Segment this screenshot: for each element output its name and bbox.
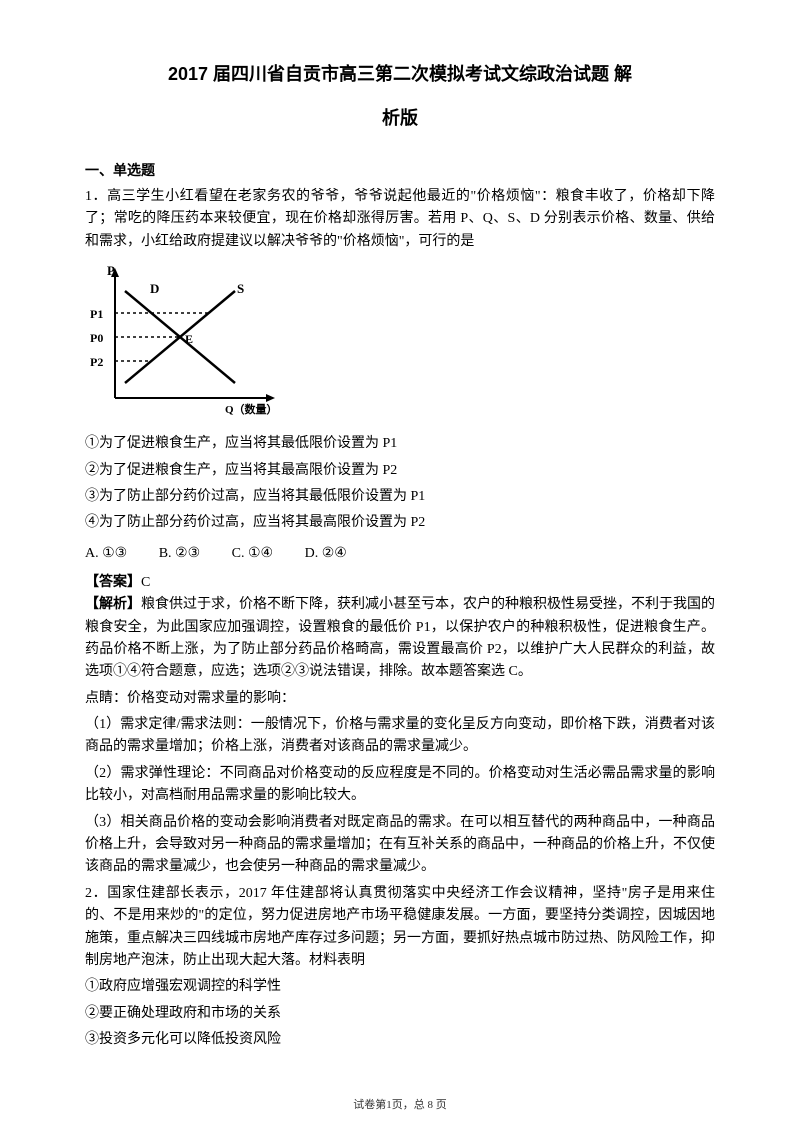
tip2: （2）需求弹性理论：不同商品对价格变动的反应程度是不同的。价格变动对生活必需品需…: [85, 763, 715, 808]
supply-demand-chart: P D S P1 P0 P2 E Q（数量）: [85, 263, 715, 423]
chart-p1-label: P1: [90, 307, 103, 321]
chart-s-label: S: [237, 281, 244, 296]
answer-label: 【答案】: [85, 575, 141, 590]
q1-opt4: ④为了防止部分药价过高，应当将其最高限价设置为 P2: [85, 512, 715, 534]
q1-opt1: ①为了促进粮食生产，应当将其最低限价设置为 P1: [85, 433, 715, 455]
tip1: （1）需求定律/需求法则：一般情况下，价格与需求量的变化呈反方向变动，即价格下跌…: [85, 714, 715, 759]
q1-choices: A. ①③ B. ②③ C. ①④ D. ②④: [85, 545, 715, 562]
chart-p2-label: P2: [90, 355, 103, 369]
choice-d: D. ②④: [305, 546, 347, 561]
q1-opt2: ②为了促进粮食生产，应当将其最高限价设置为 P2: [85, 460, 715, 482]
q1-number: 1．: [85, 189, 107, 204]
choice-b: B. ②③: [159, 546, 200, 561]
chart-p-label: P: [107, 263, 115, 278]
chart-d-label: D: [150, 281, 159, 296]
answer-value: C: [141, 575, 150, 590]
q1-text: 1．高三学生小红看望在老家务农的爷爷，爷爷说起他最近的"价格烦恼"：粮食丰收了，…: [85, 186, 715, 253]
q2-opt1: ①政府应增强宏观调控的科学性: [85, 976, 715, 998]
title-line1: 2017 届四川省自贡市高三第二次模拟考试文综政治试题 解: [85, 60, 715, 86]
q2-opt2: ②要正确处理政府和市场的关系: [85, 1003, 715, 1025]
chart-p0-label: P0: [90, 331, 103, 345]
q2-opt3: ③投资多元化可以降低投资风险: [85, 1029, 715, 1051]
chart-e-label: E: [185, 332, 193, 346]
choice-c: C. ①④: [232, 546, 273, 561]
q2-number: 2．: [85, 886, 107, 901]
q2-text: 2．国家住建部长表示，2017 年住建部将认真贯彻落实中央经济工作会议精神，坚持…: [85, 883, 715, 973]
q1-body: 高三学生小红看望在老家务农的爷爷，爷爷说起他最近的"价格烦恼"：粮食丰收了，价格…: [85, 189, 715, 249]
chart-q-label: Q（数量）: [225, 402, 278, 416]
q1-opt3: ③为了防止部分药价过高，应当将其最低限价设置为 P1: [85, 486, 715, 508]
title-line2: 析版: [85, 104, 715, 130]
answer-block: 【答案】C 【解析】粮食供过于求，价格不断下降，获利减小甚至亏本，农户的种粮积极…: [85, 572, 715, 879]
tips-label: 点睛：价格变动对需求量的影响：: [85, 688, 715, 710]
tip3: （3）相关商品价格的变动会影响消费者对既定商品的需求。在可以相互替代的两种商品中…: [85, 812, 715, 879]
page-footer: 试卷第1页，总 8 页: [0, 1096, 800, 1112]
analysis-label: 【解析】: [85, 597, 141, 612]
section-header: 一、单选题: [85, 160, 715, 180]
choice-a: A. ①③: [85, 546, 127, 561]
analysis-text: 粮食供过于求，价格不断下降，获利减小甚至亏本，农户的种粮积极性易受挫，不利于我国…: [85, 597, 715, 679]
q2-body: 国家住建部长表示，2017 年住建部将认真贯彻落实中央经济工作会议精神，坚持"房…: [85, 886, 715, 968]
